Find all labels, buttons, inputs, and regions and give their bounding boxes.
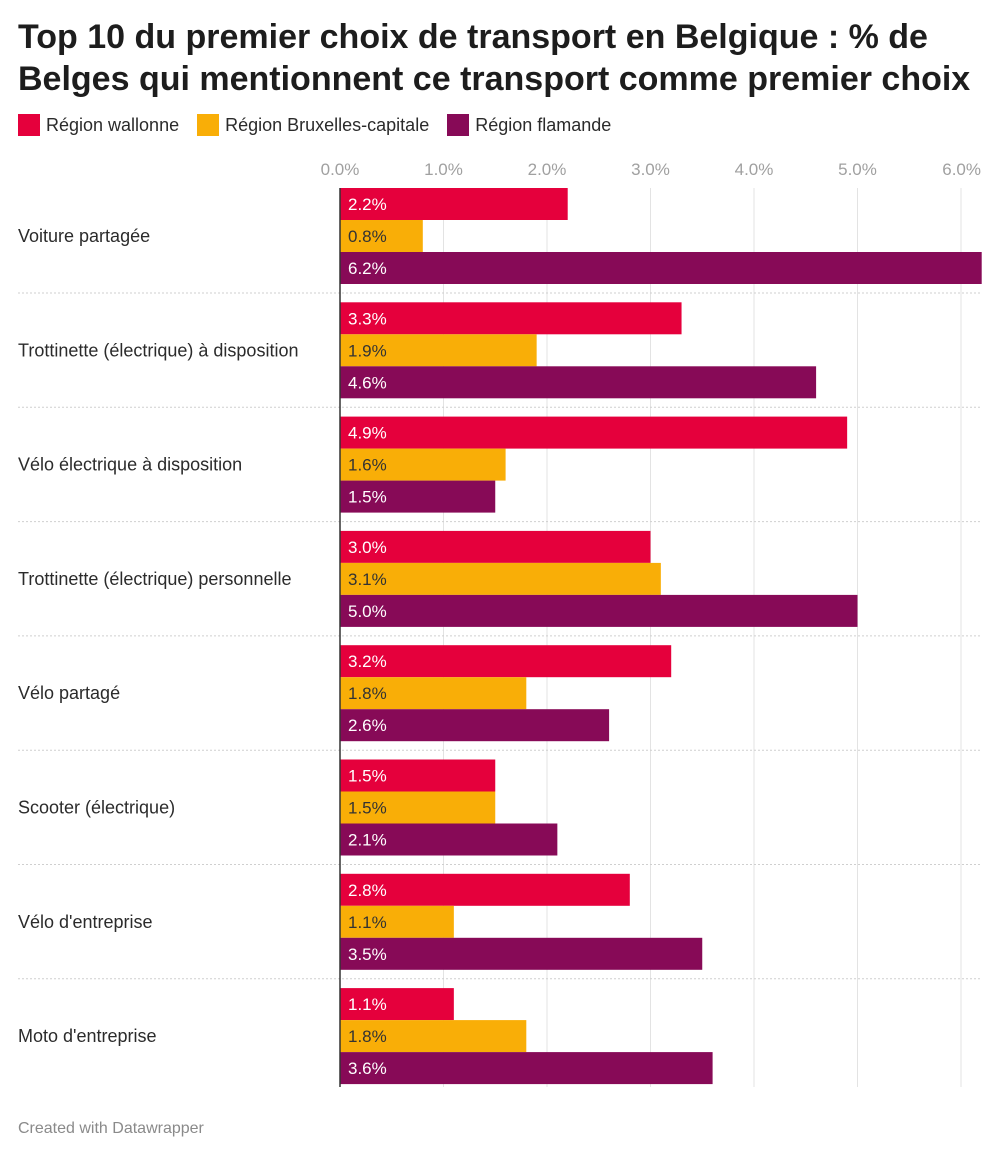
- legend-item-flamande: Région flamande: [447, 114, 611, 136]
- bar-5-0: [340, 759, 496, 792]
- bar-1-1: [340, 334, 537, 367]
- bar-5-1: [340, 791, 496, 824]
- bar-5-2: [340, 823, 558, 856]
- x-tick-label-5: 5.0%: [838, 160, 877, 179]
- bar-7-1: [340, 1020, 527, 1053]
- data-label-2-0: 4.9%: [348, 424, 387, 443]
- x-tick-label-4: 4.0%: [735, 160, 774, 179]
- data-label-4-1: 1.8%: [348, 684, 387, 703]
- data-label-0-1: 0.8%: [348, 227, 387, 246]
- data-label-7-2: 3.6%: [348, 1059, 387, 1078]
- legend-swatch-bruxelles: [197, 114, 220, 136]
- category-label-4: Vélo partagé: [18, 683, 120, 703]
- bar-3-1: [340, 562, 661, 595]
- data-label-1-0: 3.3%: [348, 309, 387, 328]
- data-label-3-0: 3.0%: [348, 538, 387, 557]
- data-label-7-1: 1.8%: [348, 1027, 387, 1046]
- legend-item-wallonne: Région wallonne: [18, 114, 179, 136]
- data-label-1-1: 1.9%: [348, 341, 387, 360]
- legend-label-wallonne: Région wallonne: [46, 114, 180, 135]
- bar-2-0: [340, 416, 848, 449]
- x-tick-label-1: 1.0%: [424, 160, 463, 179]
- bar-chart: 0.0% 1.0% 2.0% 3.0% 4.0% 5.0% 6.0% Voiture part…: [18, 160, 982, 1087]
- data-label-6-0: 2.8%: [348, 881, 387, 900]
- legend-swatch-wallonne: [18, 114, 40, 136]
- category-label-3: Trottinette (électrique) personnelle: [18, 569, 291, 589]
- bar-0-1: [340, 220, 423, 252]
- legend-label-bruxelles: Région Bruxelles-capitale: [225, 114, 430, 135]
- data-label-2-1: 1.6%: [348, 456, 387, 475]
- category-label-7: Moto d'entreprise: [18, 1026, 157, 1046]
- chart-title: Top 10 du premier choix de transport en …: [18, 18, 971, 98]
- legend-label-flamande: Région flamande: [475, 114, 612, 135]
- bar-7-2: [340, 1052, 713, 1085]
- legend-item-bruxelles: Région Bruxelles-capitale: [197, 114, 429, 136]
- data-label-5-0: 1.5%: [348, 767, 387, 786]
- data-label-6-1: 1.1%: [348, 913, 387, 932]
- legend-swatch-flamande: [447, 114, 470, 136]
- data-label-4-0: 3.2%: [348, 652, 387, 671]
- bar-0-0: [340, 188, 568, 220]
- data-label-3-1: 3.1%: [348, 570, 387, 589]
- category-label-1: Trottinette (électrique) à disposition: [18, 340, 298, 360]
- category-label-5: Scooter (électrique): [18, 798, 175, 818]
- bar-7-0: [340, 988, 454, 1021]
- category-label-6: Vélo d'entreprise: [18, 912, 153, 932]
- bar-2-1: [340, 448, 506, 481]
- category-label-0: Voiture partagée: [18, 226, 150, 246]
- bar-4-2: [340, 709, 610, 742]
- bar-2-2: [340, 480, 496, 513]
- data-label-0-0: 2.2%: [348, 195, 387, 214]
- bar-6-1: [340, 905, 454, 938]
- data-label-0-2: 6.2%: [348, 259, 387, 278]
- bar-3-2: [340, 594, 858, 627]
- data-label-1-2: 4.6%: [348, 373, 387, 392]
- bar-4-1: [340, 677, 527, 710]
- data-label-7-0: 1.1%: [348, 995, 387, 1014]
- data-label-3-2: 5.0%: [348, 602, 387, 621]
- data-label-5-2: 2.1%: [348, 831, 387, 850]
- x-tick-label-6: 6.0%: [942, 160, 981, 179]
- bar-6-0: [340, 873, 630, 906]
- footer-credit: Created with Datawrapper: [18, 1120, 204, 1137]
- category-label-2: Vélo électrique à disposition: [18, 455, 242, 475]
- x-tick-label-2: 2.0%: [528, 160, 567, 179]
- bar-3-0: [340, 530, 651, 563]
- bar-6-2: [340, 937, 703, 970]
- bar-1-2: [340, 366, 817, 399]
- legend: Région wallonne Région Bruxelles-capital…: [18, 114, 629, 136]
- data-label-5-1: 1.5%: [348, 799, 387, 818]
- x-tick-label-0: 0.0%: [321, 160, 360, 179]
- data-label-2-2: 1.5%: [348, 488, 387, 507]
- bar-1-0: [340, 302, 682, 335]
- bar-0-2: [340, 252, 982, 284]
- data-label-6-2: 3.5%: [348, 945, 387, 964]
- bar-4-0: [340, 645, 672, 678]
- x-tick-label-3: 3.0%: [631, 160, 670, 179]
- data-label-4-2: 2.6%: [348, 716, 387, 735]
